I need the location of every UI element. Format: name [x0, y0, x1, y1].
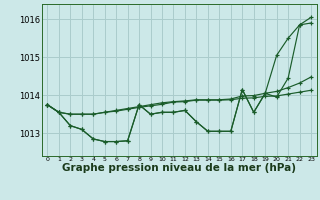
X-axis label: Graphe pression niveau de la mer (hPa): Graphe pression niveau de la mer (hPa) [62, 163, 296, 173]
